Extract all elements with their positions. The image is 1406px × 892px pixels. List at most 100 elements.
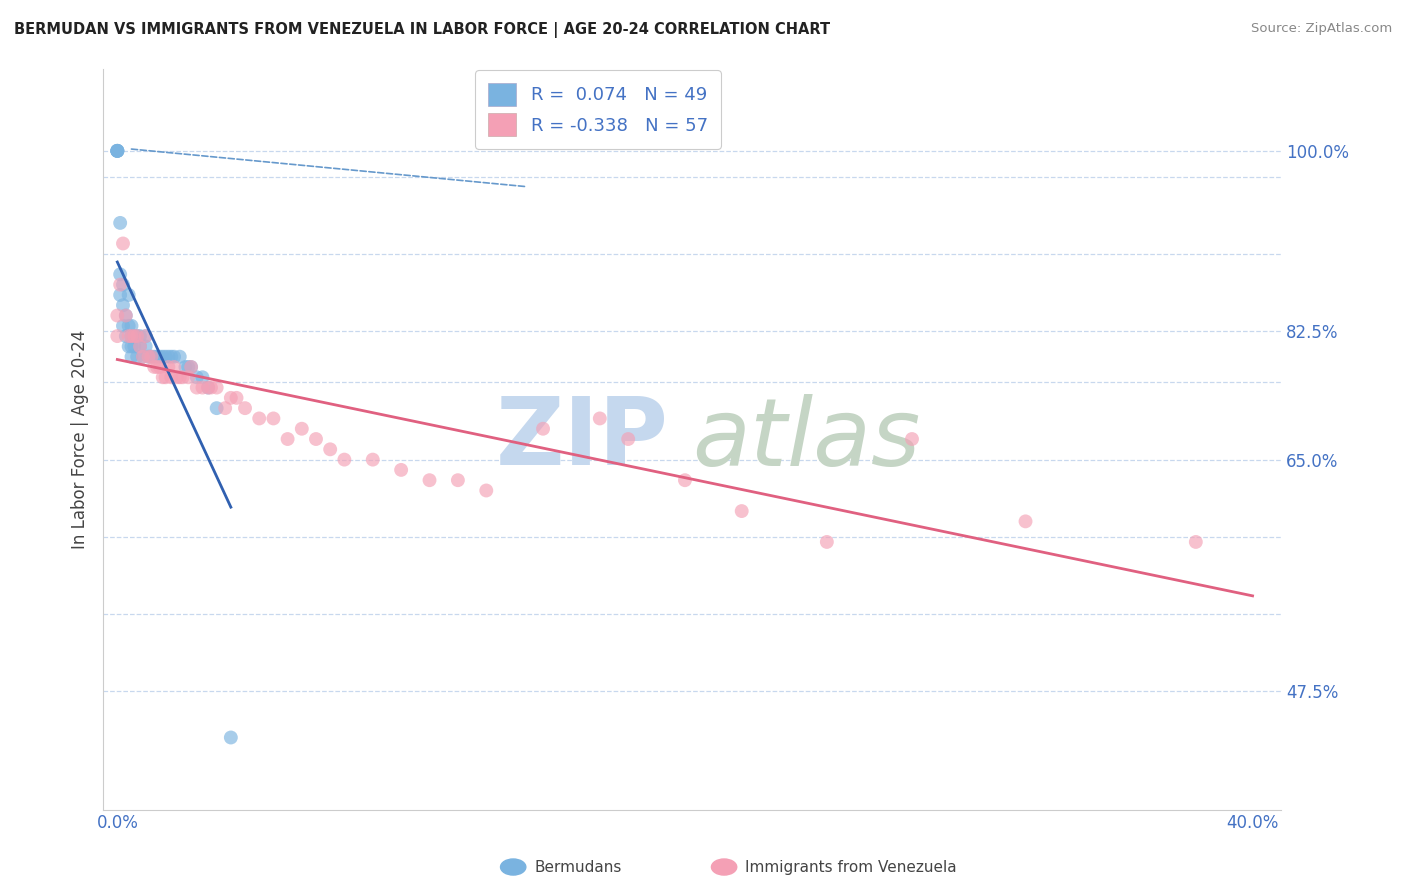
Point (152, 370, 174, 384)
Point (160, 350, 183, 364)
Point (121, 350, 143, 364)
Text: Bermudans: Bermudans (534, 860, 621, 874)
Point (157, 350, 180, 364)
Point (262, 411, 284, 425)
Point (219, 391, 242, 405)
Point (177, 370, 200, 384)
Point (143, 350, 166, 364)
Point (219, 731, 242, 745)
Point (1014, 514, 1036, 528)
Point (163, 359, 186, 374)
Point (138, 350, 160, 364)
Point (121, 339, 143, 353)
Point (200, 380, 222, 394)
Point (124, 339, 146, 353)
Point (127, 350, 149, 364)
Point (901, 432, 924, 446)
Point (105, 144, 128, 158)
Point (105, 309, 128, 323)
Point (121, 329, 143, 343)
Point (475, 483, 498, 498)
Point (186, 380, 208, 394)
Point (118, 318, 141, 333)
Point (114, 309, 136, 323)
Legend: R =  0.074   N = 49, R = -0.338   N = 57: R = 0.074 N = 49, R = -0.338 N = 57 (475, 70, 721, 149)
Point (111, 236, 134, 251)
Point (247, 411, 270, 425)
Point (114, 329, 136, 343)
Text: Source: ZipAtlas.com: Source: ZipAtlas.com (1251, 22, 1392, 36)
Point (169, 350, 191, 364)
Text: BERMUDAN VS IMMIGRANTS FROM VENEZUELA IN LABOR FORCE | AGE 20-24 CORRELATION CHA: BERMUDAN VS IMMIGRANTS FROM VENEZUELA IN… (14, 22, 830, 38)
Point (169, 370, 191, 384)
Y-axis label: In Labor Force | Age 20-24: In Labor Force | Age 20-24 (72, 329, 89, 549)
Point (155, 370, 177, 384)
Point (447, 473, 470, 487)
Point (205, 380, 228, 394)
Point (146, 350, 169, 364)
Point (108, 277, 131, 292)
Point (361, 452, 384, 467)
Point (617, 432, 640, 446)
Point (418, 473, 440, 487)
Point (138, 350, 160, 364)
Point (132, 350, 155, 364)
Point (291, 422, 314, 436)
Point (160, 370, 183, 384)
Point (124, 329, 146, 343)
Point (129, 339, 152, 353)
Point (146, 359, 169, 374)
Point (118, 339, 141, 353)
Point (105, 144, 128, 158)
Point (333, 452, 356, 467)
Point (129, 329, 152, 343)
Point (233, 401, 256, 416)
Point (121, 318, 143, 333)
Point (108, 268, 131, 282)
Point (197, 380, 219, 394)
Point (135, 329, 157, 343)
Point (127, 329, 149, 343)
Point (531, 422, 554, 436)
Point (186, 370, 208, 384)
Point (141, 350, 163, 364)
Point (111, 318, 134, 333)
Point (141, 350, 163, 364)
Point (205, 401, 228, 416)
Point (214, 401, 236, 416)
Point (225, 391, 247, 405)
Point (305, 432, 328, 446)
Point (108, 216, 131, 230)
Point (191, 380, 214, 394)
Point (319, 442, 342, 457)
Point (172, 370, 194, 384)
Point (673, 473, 696, 487)
Point (105, 144, 128, 158)
Point (155, 350, 177, 364)
Point (152, 350, 174, 364)
Point (163, 350, 186, 364)
Point (191, 370, 214, 384)
Point (111, 298, 134, 312)
Point (389, 463, 412, 477)
Text: atlas: atlas (692, 393, 921, 484)
Point (174, 359, 197, 374)
Point (114, 309, 136, 323)
Point (129, 339, 152, 353)
Point (111, 277, 134, 292)
Point (149, 350, 172, 364)
Point (157, 359, 180, 374)
Point (127, 329, 149, 343)
Text: Immigrants from Venezuela: Immigrants from Venezuela (745, 860, 957, 874)
Point (124, 329, 146, 343)
Point (1185, 535, 1208, 549)
Point (118, 329, 141, 343)
Point (121, 329, 143, 343)
Point (166, 370, 188, 384)
Point (105, 329, 128, 343)
Point (143, 359, 166, 374)
Point (135, 339, 157, 353)
Point (149, 359, 172, 374)
Point (132, 350, 155, 364)
Point (108, 288, 131, 302)
